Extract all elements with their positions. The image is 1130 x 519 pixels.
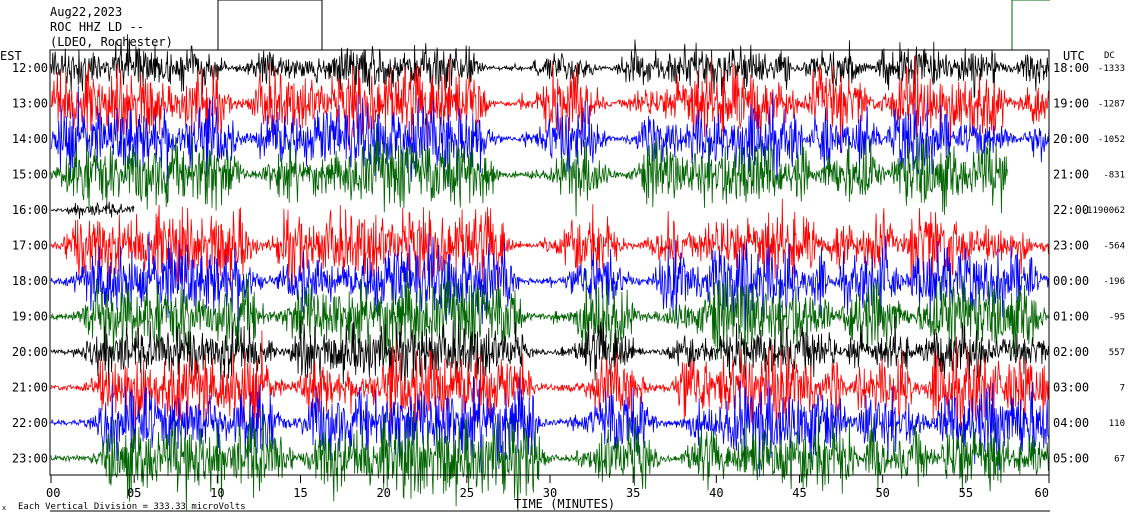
vertical-division-note: Each Vertical Division = 333.33 microVol…	[18, 502, 246, 512]
x-tick-label: 20	[376, 486, 390, 500]
x-tick-label: 15	[293, 486, 307, 500]
utc-hour-label: 22:00	[1053, 203, 1089, 217]
est-hour-label: 23:00	[12, 452, 48, 466]
est-labels: 12:00 13:00 14:00 15:00 16:00 17:00 18:00 19:00…	[12, 61, 48, 466]
x-tick-label: 60	[1035, 486, 1049, 500]
est-hour-label: 22:00	[12, 416, 48, 430]
utc-hour-label: 18:00	[1053, 61, 1089, 75]
est-hour-label: 14:00	[12, 132, 48, 146]
dc-offset-label: 557	[1109, 348, 1125, 358]
header-overflow-box-right	[1011, 0, 1050, 50]
plot-date: Aug22,2023	[50, 5, 122, 19]
est-hour-label: 18:00	[12, 274, 48, 288]
utc-axis-label: UTC	[1063, 49, 1085, 63]
dc-offset-label: -1287	[1098, 100, 1125, 110]
trace-line	[50, 55, 1050, 153]
x-tick-label: 45	[792, 486, 806, 500]
dc-offset-label: 7	[1120, 384, 1125, 394]
est-hour-label: 15:00	[12, 168, 48, 182]
x-axis-ticks: 00 05 10 15 20 25 30 35 40 45 50 55 60	[46, 475, 1050, 500]
x-tick-label: 25	[460, 486, 474, 500]
utc-hour-label: 20:00	[1053, 132, 1089, 146]
trace-line	[50, 85, 1050, 187]
est-hour-label: 12:00	[12, 61, 48, 75]
trace-group	[50, 34, 1050, 511]
trace-line	[50, 34, 1050, 99]
dc-offset-label: -564	[1103, 242, 1125, 252]
utc-hour-label: 01:00	[1053, 310, 1089, 324]
utc-hour-label: 04:00	[1053, 416, 1089, 430]
est-hour-label: 19:00	[12, 310, 48, 324]
dc-offset-label: -196	[1103, 277, 1125, 287]
trace-line	[50, 231, 1050, 333]
est-hour-label: 13:00	[12, 97, 48, 111]
dc-offset-label: 110	[1109, 419, 1125, 429]
header-overflow-box	[217, 0, 323, 50]
dc-offset-label: -1052	[1098, 135, 1125, 145]
network-name: (LDEO, Rochester)	[50, 35, 173, 49]
utc-hour-label: 19:00	[1053, 97, 1089, 111]
corner-mark: x	[2, 504, 6, 512]
dc-axis-label: DC	[1104, 51, 1115, 61]
trace-line	[50, 123, 1008, 217]
utc-hour-label: 05:00	[1053, 452, 1089, 466]
est-hour-label: 16:00	[12, 203, 48, 217]
x-tick-label: 35	[626, 486, 640, 500]
trace-line	[50, 316, 1050, 391]
est-axis-label: EST	[0, 49, 22, 63]
x-tick-label: 05	[127, 486, 141, 500]
dc-offset-label: -831	[1103, 171, 1125, 181]
trace-line	[50, 408, 1050, 511]
x-tick-label: 00	[46, 486, 60, 500]
est-hour-label: 17:00	[12, 239, 48, 253]
x-tick-label: 55	[959, 486, 973, 500]
x-tick-label: 40	[709, 486, 723, 500]
trace-line	[50, 201, 135, 220]
est-hour-label: 21:00	[12, 381, 48, 395]
trace-line	[50, 261, 1050, 366]
trace-line	[50, 330, 1050, 443]
est-hour-label: 20:00	[12, 345, 48, 359]
dc-offset-label: -95	[1109, 313, 1125, 323]
x-tick-label: 30	[543, 486, 557, 500]
x-tick-label: 10	[210, 486, 224, 500]
dc-offset-label: -1333	[1098, 64, 1125, 74]
x-tick-label: 50	[875, 486, 889, 500]
utc-labels: 18:00 19:00 20:00 21:00 22:00 23:00 00:00 01:00…	[1053, 61, 1089, 466]
x-axis-title: TIME (MINUTES)	[514, 497, 615, 511]
station-code: ROC HHZ LD --	[50, 20, 144, 34]
utc-hour-label: 21:00	[1053, 168, 1089, 182]
dc-labels: -1333 -1287 -1052 -831 -1190062 -564 -196 -95 55…	[1082, 64, 1125, 465]
utc-hour-label: 00:00	[1053, 274, 1089, 288]
dc-offset-label: -1190062	[1082, 206, 1125, 216]
dc-offset-label: 67	[1114, 455, 1125, 465]
utc-hour-label: 03:00	[1053, 381, 1089, 395]
utc-hour-label: 23:00	[1053, 239, 1089, 253]
utc-hour-label: 02:00	[1053, 345, 1089, 359]
